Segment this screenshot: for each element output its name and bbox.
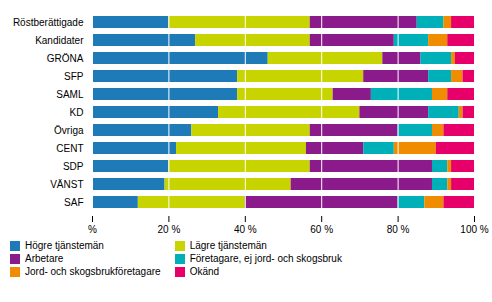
svg-text:100 %: 100 % xyxy=(460,224,488,235)
svg-text:SFP: SFP xyxy=(64,71,84,82)
html-text:Arbetare: Arbetare xyxy=(25,253,64,264)
html-text:Jord- och skogsbrukföretagare: Jord- och skogsbrukföretagare xyxy=(25,266,161,277)
html-text:Lägre tjänstemän: Lägre tjänstemän xyxy=(189,240,267,251)
svg-text:%: % xyxy=(88,224,97,235)
svg-text:SDP: SDP xyxy=(63,161,84,172)
html-text:Företagare, ej jord- och skogs: Företagare, ej jord- och skogsbruk xyxy=(189,253,342,264)
svg-text:Röstberättigade: Röstberättigade xyxy=(13,17,84,28)
svg-text:CENT: CENT xyxy=(56,143,83,154)
svg-text:80 %: 80 % xyxy=(387,224,410,235)
svg-text:GRÖNA: GRÖNA xyxy=(47,53,84,64)
svg-text:SAF: SAF xyxy=(64,197,83,208)
html-text:Högre tjänstemän: Högre tjänstemän xyxy=(25,240,104,251)
svg-text:Övriga: Övriga xyxy=(54,125,84,136)
svg-text:SAML: SAML xyxy=(56,89,84,100)
svg-text:40 %: 40 % xyxy=(234,224,257,235)
svg-text:20 %: 20 % xyxy=(158,224,181,235)
svg-text:VÄNST: VÄNST xyxy=(50,179,83,190)
svg-text:Kandidater: Kandidater xyxy=(35,35,84,46)
html-text:Okänd: Okänd xyxy=(189,266,220,277)
svg-text:KD: KD xyxy=(70,107,84,118)
svg-text:60 %: 60 % xyxy=(310,224,333,235)
